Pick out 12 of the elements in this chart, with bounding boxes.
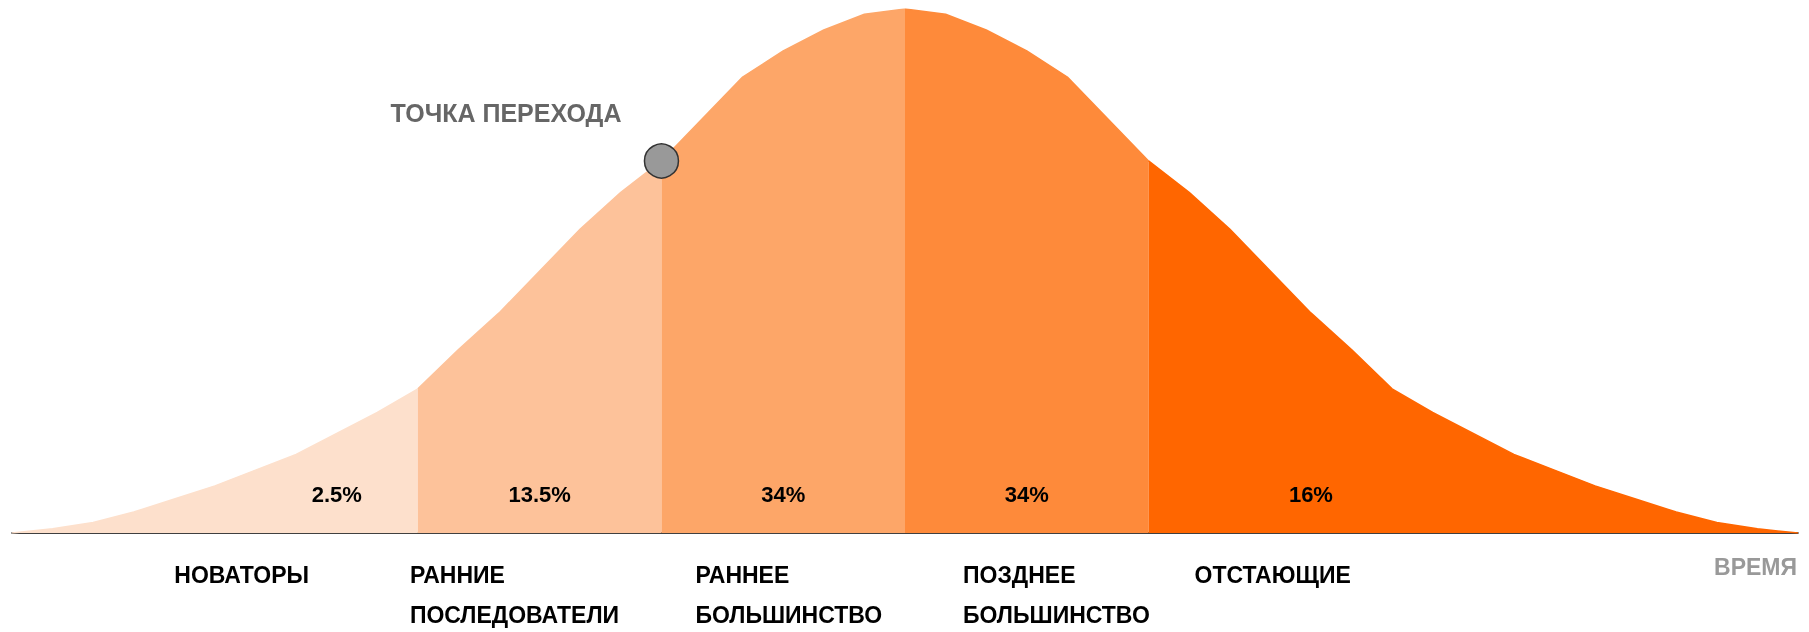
x-axis-title: ВРЕМЯ [1714, 553, 1797, 580]
series-label: РАННИЕ ПОСЛЕДОВАТЕЛИ [409, 562, 620, 628]
series-label: ОТСТАЮЩИЕ [1194, 562, 1351, 588]
annotation: 2.5% [311, 481, 362, 507]
series-label: НОВАТОРЫ [174, 562, 310, 588]
annotation: ТОЧКА ПЕРЕХОДА [390, 99, 622, 128]
series-label: РАННЕЕ БОЛЬШИНСТВО [695, 562, 883, 628]
annotation: 34% [1004, 481, 1049, 507]
annotation: 16% [1288, 481, 1333, 507]
series-label: ПОЗДНЕЕ БОЛЬШИНСТВО [963, 562, 1150, 628]
annotation: 34% [761, 481, 806, 507]
annotation: 13.5% [508, 481, 571, 507]
